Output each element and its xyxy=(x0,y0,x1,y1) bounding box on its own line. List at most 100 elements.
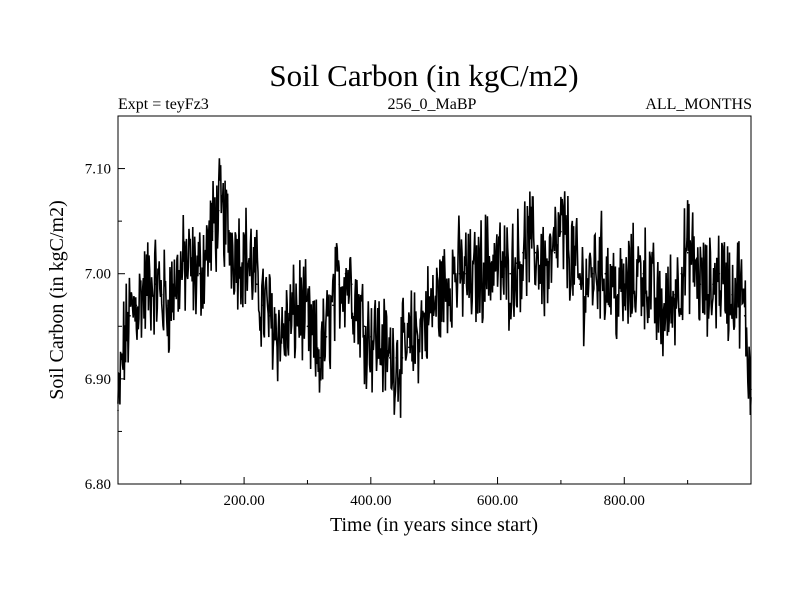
data-point xyxy=(712,283,714,286)
data-point xyxy=(268,314,271,317)
data-point xyxy=(699,283,702,286)
data-point xyxy=(534,251,537,254)
experiment-label: Expt = teyFz3 xyxy=(118,96,209,113)
data-point xyxy=(370,336,372,338)
data-point xyxy=(636,272,638,275)
data-point xyxy=(351,283,353,286)
data-point xyxy=(255,283,258,286)
data-point xyxy=(122,346,125,349)
data-point xyxy=(224,220,226,222)
data-point xyxy=(293,314,296,317)
data-point xyxy=(141,293,144,296)
y-tick-label: 6.80 xyxy=(85,477,111,493)
data-point xyxy=(629,283,632,286)
data-point xyxy=(154,283,157,286)
months-label: ALL_MONTHS xyxy=(645,96,752,113)
data-point xyxy=(382,346,385,349)
y-tick-label: 7.10 xyxy=(85,162,111,178)
data-point xyxy=(319,357,321,359)
data-point xyxy=(515,262,518,265)
data-point xyxy=(528,241,531,243)
data-point xyxy=(205,251,207,254)
data-point xyxy=(623,293,626,296)
data-point xyxy=(591,272,594,275)
x-tick-label: 600.00 xyxy=(477,493,518,509)
data-point xyxy=(148,283,150,286)
data-point xyxy=(414,336,416,338)
data-point xyxy=(129,314,131,317)
data-point xyxy=(458,272,461,275)
data-point xyxy=(642,272,645,275)
data-point xyxy=(312,346,315,349)
data-point xyxy=(509,272,512,275)
data-point xyxy=(541,262,543,265)
data-point xyxy=(452,272,454,275)
data-point xyxy=(249,262,252,265)
data-point xyxy=(496,262,499,265)
data-point xyxy=(553,251,556,254)
data-point xyxy=(705,293,708,296)
x-tick-label: 400.00 xyxy=(350,493,391,509)
data-point xyxy=(585,283,588,286)
data-point xyxy=(376,336,378,338)
period-label: 256_0_MaBP xyxy=(388,96,477,113)
data-point xyxy=(579,283,581,286)
data-point xyxy=(743,314,746,317)
data-point xyxy=(737,283,740,286)
data-point xyxy=(344,272,347,275)
data-point xyxy=(217,209,220,212)
y-tick-label: 6.90 xyxy=(85,372,111,388)
data-point xyxy=(186,262,188,265)
data-point xyxy=(332,304,334,307)
plot-area xyxy=(117,158,752,418)
data-point xyxy=(274,325,277,328)
data-point xyxy=(439,293,442,296)
data-point xyxy=(427,314,429,317)
data-point xyxy=(211,230,214,233)
data-point xyxy=(420,325,423,328)
data-point xyxy=(604,272,607,275)
x-tick-label: 800.00 xyxy=(604,493,645,509)
data-point xyxy=(617,293,619,296)
series-line xyxy=(117,158,752,418)
data-point xyxy=(243,251,245,254)
data-point xyxy=(135,304,138,307)
data-point xyxy=(572,262,575,265)
data-point xyxy=(338,283,340,286)
data-point xyxy=(560,230,562,233)
data-point xyxy=(236,251,239,254)
data-point xyxy=(648,283,651,286)
data-point xyxy=(192,272,195,275)
data-point xyxy=(566,241,569,243)
data-point xyxy=(306,325,309,328)
data-point xyxy=(490,262,493,265)
data-point xyxy=(522,251,524,254)
data-point xyxy=(287,325,290,328)
data-point xyxy=(731,293,733,296)
data-point xyxy=(661,314,664,317)
data-point xyxy=(484,262,486,265)
data-point xyxy=(693,262,695,265)
data-point xyxy=(357,304,359,307)
data-point xyxy=(167,304,169,307)
data-point xyxy=(724,283,727,286)
data-point xyxy=(408,346,410,349)
x-tick-label: 200.00 xyxy=(223,493,264,509)
data-point xyxy=(718,272,721,275)
data-point xyxy=(179,272,182,275)
data-point xyxy=(300,304,302,307)
data-point xyxy=(389,357,391,359)
data-point xyxy=(433,304,435,307)
data-point xyxy=(667,304,670,307)
data-point xyxy=(610,283,613,286)
data-point xyxy=(281,336,283,338)
x-axis-label: Time (in years since start) xyxy=(330,514,538,536)
data-point xyxy=(547,272,550,275)
data-point xyxy=(262,304,264,307)
data-point xyxy=(503,272,505,275)
data-point xyxy=(471,283,474,286)
data-point xyxy=(401,357,404,359)
data-point xyxy=(230,241,233,243)
y-tick-label: 7.00 xyxy=(85,267,111,283)
